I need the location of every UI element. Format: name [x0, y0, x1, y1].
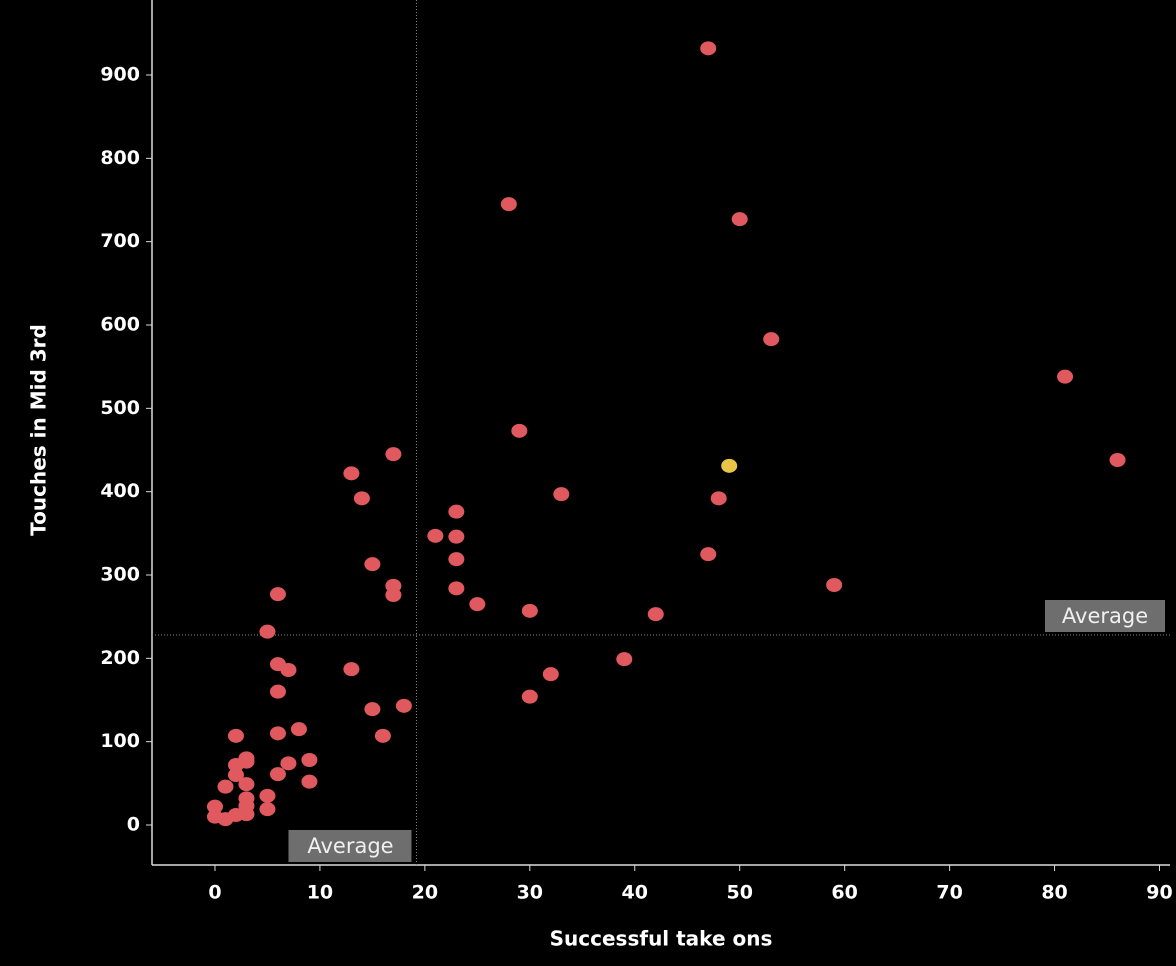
- y-tick-label: 0: [127, 814, 140, 836]
- point: [826, 578, 843, 592]
- point: [521, 689, 538, 704]
- point: [259, 788, 276, 803]
- x-tick-label: 0: [208, 882, 221, 904]
- annotation: Average: [307, 834, 393, 858]
- point: [1057, 369, 1074, 384]
- point: [448, 504, 465, 519]
- y-tick-label: 700: [100, 230, 140, 252]
- point: [301, 774, 318, 789]
- point: [469, 597, 486, 612]
- point: [542, 667, 559, 682]
- point: [395, 698, 412, 713]
- y-tick-label: 800: [100, 147, 140, 169]
- y-tick-label: 900: [100, 64, 140, 86]
- x-tick-label: 80: [1041, 882, 1067, 904]
- point: [721, 458, 738, 473]
- point: [343, 662, 360, 677]
- y-tick-label: 100: [100, 730, 140, 752]
- x-axis-title: Successful take ons: [550, 927, 773, 951]
- point: [217, 812, 234, 827]
- point: [353, 491, 370, 506]
- point: [385, 588, 402, 602]
- point: [500, 197, 517, 212]
- point: [217, 779, 234, 794]
- point: [700, 41, 717, 56]
- x-tick-label: 40: [622, 882, 648, 904]
- point: [448, 581, 465, 596]
- point: [731, 212, 748, 227]
- x-tick-label: 10: [307, 882, 333, 904]
- y-axis-title: Touches in Mid 3rd: [27, 324, 51, 536]
- point: [238, 754, 255, 769]
- point: [227, 768, 244, 782]
- point: [259, 802, 276, 817]
- x-tick-label: 50: [726, 882, 752, 904]
- y-tick-label: 200: [100, 647, 140, 669]
- y-tick-label: 300: [100, 564, 140, 586]
- point: [269, 587, 286, 602]
- annotation-box: [1045, 600, 1165, 632]
- point: [290, 722, 307, 737]
- point: [700, 547, 717, 562]
- point: [385, 447, 402, 462]
- point: [269, 684, 286, 699]
- point: [647, 607, 664, 622]
- x-tick-label: 20: [412, 882, 438, 904]
- point: [448, 552, 465, 567]
- point: [227, 728, 244, 743]
- point: [269, 767, 286, 782]
- point: [763, 332, 780, 347]
- point: [364, 557, 381, 572]
- x-tick-label: 60: [831, 882, 857, 904]
- point: [448, 529, 465, 544]
- point: [521, 603, 538, 618]
- annotation: Average: [1062, 604, 1148, 628]
- point: [280, 663, 297, 677]
- point: [710, 491, 727, 506]
- point: [553, 487, 570, 502]
- point: [364, 702, 381, 717]
- point: [206, 799, 223, 814]
- y-tick-label: 600: [100, 314, 140, 336]
- point: [343, 466, 360, 481]
- x-tick-label: 30: [517, 882, 543, 904]
- point: [301, 753, 318, 767]
- point: [259, 624, 276, 639]
- point: [427, 528, 444, 543]
- point: [616, 652, 633, 667]
- point: [374, 728, 391, 743]
- x-tick-label: 90: [1146, 882, 1172, 904]
- point: [238, 777, 255, 792]
- annotation-box: [288, 830, 412, 862]
- y-tick-label: 500: [100, 397, 140, 419]
- x-tick-label: 70: [936, 882, 962, 904]
- point: [511, 423, 528, 438]
- point: [1109, 453, 1126, 467]
- point: [280, 756, 297, 771]
- point: [269, 726, 286, 741]
- y-tick-label: 400: [100, 480, 140, 502]
